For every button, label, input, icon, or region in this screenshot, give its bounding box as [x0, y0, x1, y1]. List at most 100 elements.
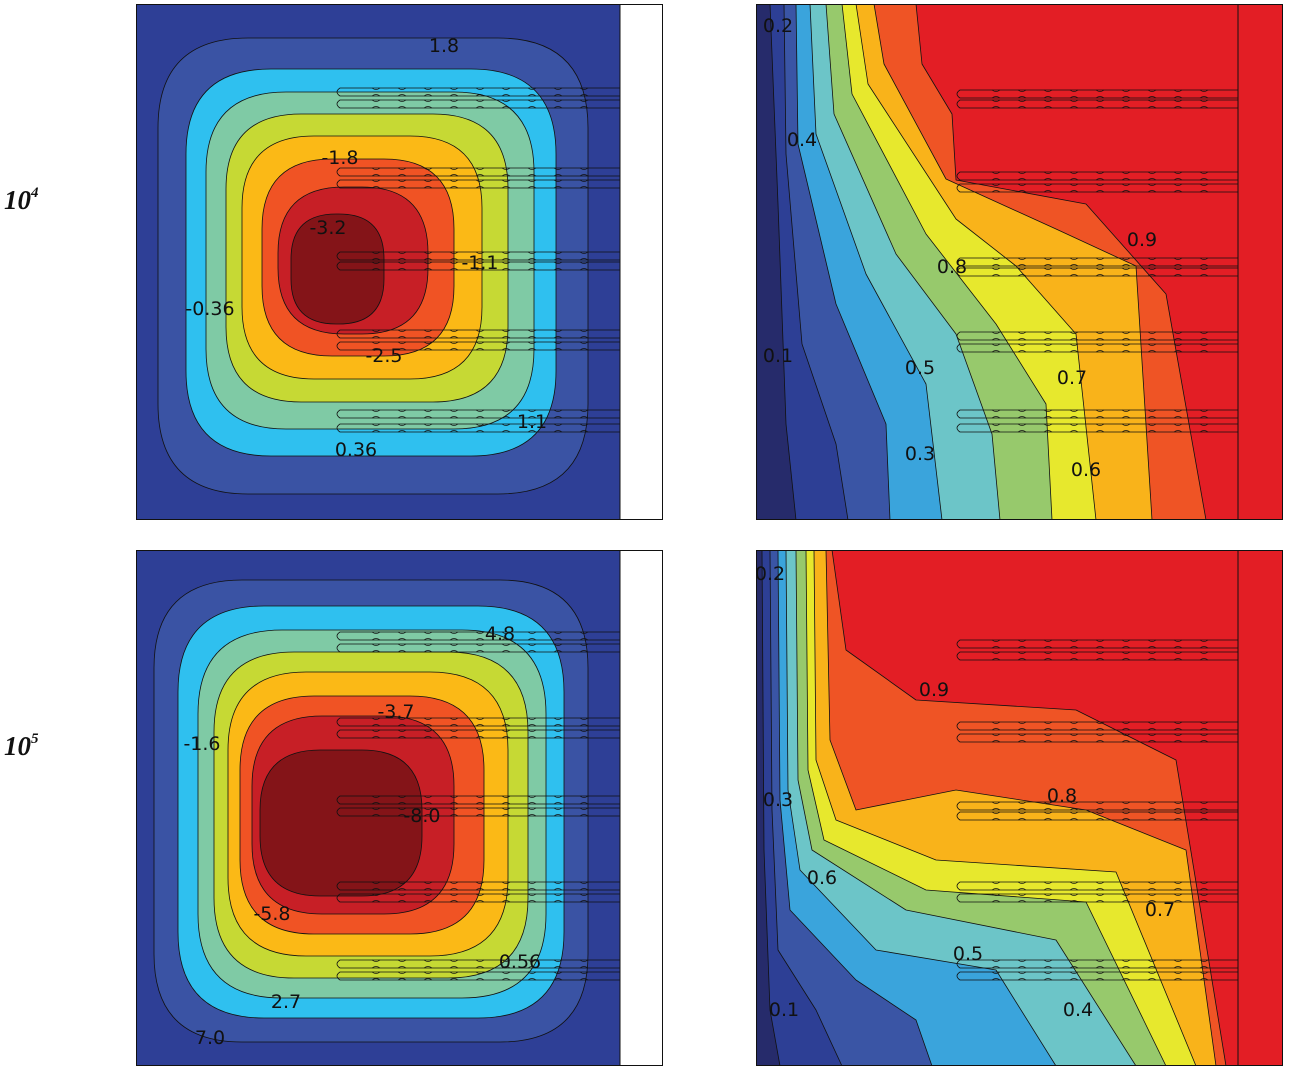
fin-ripple: [397, 814, 407, 817]
fin-ripple: [501, 807, 511, 810]
fin-ripple: [1173, 811, 1183, 814]
fin-ripple: [1017, 801, 1027, 804]
fin-ripple: [1147, 721, 1157, 724]
fin-ripple: [371, 959, 381, 962]
fin-ripple: [449, 423, 459, 426]
fin-ripple: [1173, 728, 1183, 731]
fin-ripple: [1199, 190, 1209, 193]
fin-ripple: [475, 971, 485, 974]
fin-ripple: [449, 261, 459, 264]
fin-ripple: [1043, 658, 1053, 661]
fin-ripple: [501, 971, 511, 974]
fin-ripple: [527, 179, 537, 182]
fin-ripple: [1017, 274, 1027, 277]
fin-ripple: [527, 814, 537, 817]
fin-ripple: [371, 186, 381, 189]
fin-ripple: [1147, 808, 1157, 811]
fin-ripple: [553, 631, 563, 634]
temperature-panel-10e4: 0.2 0.4 0.9 0.8 0.1 0.5 0.7 0.3 0.6: [756, 4, 1283, 520]
fin-ripple: [1043, 274, 1053, 277]
fin-ripple: [579, 341, 589, 344]
fin-ripple: [449, 87, 459, 90]
fin-ripple: [371, 807, 381, 810]
fin-outline: [336, 893, 620, 903]
fin-ripple: [553, 650, 563, 653]
contour-band: [915, 4, 1283, 520]
fin-outline: [336, 167, 620, 177]
fin-ripple: [397, 174, 407, 177]
contour-label: -3.7: [377, 701, 414, 723]
contour-label: 0.9: [919, 679, 949, 701]
fin-ripple: [553, 430, 563, 433]
fin-ripple: [579, 409, 589, 412]
fin-ripple: [371, 717, 381, 720]
fin-ripple: [1147, 264, 1157, 267]
fin-ripple: [1095, 106, 1105, 109]
fin-ripple: [449, 409, 459, 412]
fin-ripple: [1069, 257, 1079, 260]
fin-ripple: [423, 881, 433, 884]
contour-band: [259, 749, 423, 897]
fin-ripple: [1043, 978, 1053, 981]
fin-ripple: [397, 893, 407, 896]
fin-ripple: [1095, 350, 1105, 353]
fin-ripple: [423, 329, 433, 332]
fin-outline: [336, 423, 620, 433]
fin-ripple: [527, 978, 537, 981]
fin-ripple: [1095, 801, 1105, 804]
fin-ripple: [397, 729, 407, 732]
fin-ripple: [1147, 728, 1157, 731]
fin-ripple: [501, 167, 511, 170]
fin-ripple: [1147, 646, 1157, 649]
fin-outline: [956, 971, 1238, 981]
fin-ripple: [371, 341, 381, 344]
contour-label: -5.8: [253, 903, 290, 925]
fin-ripple: [501, 329, 511, 332]
fin-ripple: [475, 802, 485, 805]
contour-label: 0.7: [1145, 899, 1175, 921]
fin-ripple: [1069, 89, 1079, 92]
fin-ripple: [501, 881, 511, 884]
fin-ripple: [371, 978, 381, 981]
fin-ripple: [553, 186, 563, 189]
fin-ripple: [991, 178, 1001, 181]
fin-ripple: [475, 650, 485, 653]
fin-ripple: [423, 186, 433, 189]
fin-ripple: [991, 331, 1001, 334]
fin-ripple: [1095, 171, 1105, 174]
fin-ripple: [449, 881, 459, 884]
fin-ripple: [449, 650, 459, 653]
fin-ripple: [553, 724, 563, 727]
fin-ripple: [423, 348, 433, 351]
fin-ripple: [501, 106, 511, 109]
fin-ripple: [1173, 178, 1183, 181]
fin-ripple: [1147, 430, 1157, 433]
fin-ripple: [371, 251, 381, 254]
fin-ripple: [1043, 267, 1053, 270]
fin-ripple: [1017, 430, 1027, 433]
fin-ripple: [423, 268, 433, 271]
fin-ripple: [527, 724, 537, 727]
fin-ripple: [1199, 350, 1209, 353]
fin-ripple: [1095, 900, 1105, 903]
fin-ripple: [397, 251, 407, 254]
fin-ripple: [423, 724, 433, 727]
fin-ripple: [501, 631, 511, 634]
fin-ripple: [1069, 971, 1079, 974]
fin-ripple: [1043, 106, 1053, 109]
contour-label: 2.7: [271, 991, 301, 1013]
fin-ripple: [1173, 106, 1183, 109]
fin-ripple: [1069, 639, 1079, 642]
fin-ripple: [1121, 430, 1131, 433]
fin-ripple: [579, 717, 589, 720]
fin-ripple: [1017, 89, 1027, 92]
fin-ripple: [1069, 978, 1079, 981]
fin-ripple: [371, 900, 381, 903]
fin-ripple: [501, 186, 511, 189]
fin-ripple: [1017, 818, 1027, 821]
fin-ripple: [579, 807, 589, 810]
fin-ripple: [1147, 651, 1157, 654]
fin-ripple: [1043, 178, 1053, 181]
contour-band: [290, 213, 385, 325]
fin-ripple: [1121, 89, 1131, 92]
